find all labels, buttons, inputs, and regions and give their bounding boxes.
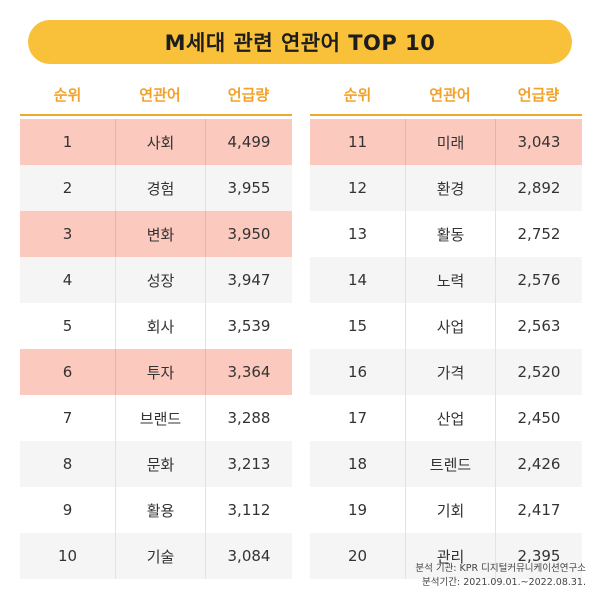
table-row: 16 가격 2,520 [310,349,582,395]
rank-cell: 3 [62,225,73,243]
header-rank: 순위 [53,85,82,104]
rank-cell: 6 [62,363,73,381]
mentions-cell: 2,892 [495,165,582,211]
table-row: 9 활용 3,112 [20,487,292,533]
table-row: 10 기술 3,084 [20,533,292,579]
keyword-cell: 활용 [115,487,205,533]
table-row: 2 경험 3,955 [20,165,292,211]
keyword-cell: 미래 [405,119,495,165]
table-row: 13 활동 2,752 [310,211,582,257]
table-header: 순위 연관어 언급량 [310,74,582,116]
mentions-cell: 3,043 [495,119,582,165]
table-row: 12 환경 2,892 [310,165,582,211]
table-body: 1 사회 4,499 2 경험 3,955 3 변화 3,950 4 성장 3,947 5 회사 3,539… [20,116,292,579]
table-row: 5 회사 3,539 [20,303,292,349]
mentions-cell: 3,955 [205,165,292,211]
keyword-cell: 변화 [115,211,205,257]
keyword-cell: 투자 [115,349,205,395]
table-row: 3 변화 3,950 [20,211,292,257]
mentions-cell: 3,539 [205,303,292,349]
rank-cell: 9 [62,501,73,519]
rank-cell: 14 [347,271,368,289]
keyword-cell: 기회 [405,487,495,533]
keyword-cell: 경험 [115,165,205,211]
mentions-cell: 2,752 [495,211,582,257]
mentions-cell: 2,417 [495,487,582,533]
table-row: 15 사업 2,563 [310,303,582,349]
table-row: 19 기회 2,417 [310,487,582,533]
rank-cell: 7 [62,409,73,427]
ranking-table-right: 순위 연관어 언급량 11 미래 3,043 12 환경 2,892 13 활동 2,752 14… [310,74,582,579]
rank-cell: 17 [347,409,368,427]
keyword-cell: 산업 [405,395,495,441]
rank-cell: 4 [62,271,73,289]
table-row: 11 미래 3,043 [310,119,582,165]
mentions-cell: 2,395 [495,533,582,579]
header-keyword: 연관어 [139,85,181,104]
mentions-cell: 2,563 [495,303,582,349]
table-header: 순위 연관어 언급량 [20,74,292,116]
rank-cell: 11 [347,133,368,151]
header-mentions: 언급량 [227,85,270,104]
keyword-cell: 문화 [115,441,205,487]
mentions-cell: 4,499 [205,119,292,165]
rank-cell: 10 [57,547,78,565]
rank-cell: 5 [62,317,73,335]
table-row: 14 노력 2,576 [310,257,582,303]
mentions-cell: 3,364 [205,349,292,395]
rank-cell: 1 [62,133,73,151]
table-row: 7 브랜드 3,288 [20,395,292,441]
header-rank: 순위 [343,85,372,104]
table-row: 6 투자 3,364 [20,349,292,395]
source-note: 분석 기관: KPR 디지털커뮤니케이션연구소 분석기간: 2021.09.01… [415,562,586,590]
mentions-cell: 2,450 [495,395,582,441]
rank-cell: 20 [347,547,368,565]
analysis-period: 분석기간: 2021.09.01.~2022.08.31. [422,577,586,588]
header-keyword: 연관어 [429,85,471,104]
keyword-cell: 노력 [405,257,495,303]
header-mentions: 언급량 [517,85,560,104]
keyword-cell: 가격 [405,349,495,395]
mentions-cell: 2,426 [495,441,582,487]
rank-cell: 16 [347,363,368,381]
mentions-cell: 2,576 [495,257,582,303]
keyword-cell: 회사 [115,303,205,349]
source-institution: 분석 기관: KPR 디지털커뮤니케이션연구소 [415,563,586,574]
keyword-cell: 기술 [115,533,205,579]
mentions-cell: 3,947 [205,257,292,303]
keyword-cell: 사업 [405,303,495,349]
keyword-cell: 트렌드 [405,441,495,487]
keyword-cell: 사회 [115,119,205,165]
rank-cell: 2 [62,179,73,197]
mentions-cell: 3,950 [205,211,292,257]
keyword-cell: 환경 [405,165,495,211]
mentions-cell: 3,112 [205,487,292,533]
mentions-cell: 3,288 [205,395,292,441]
keyword-cell: 관리 [405,533,495,579]
keyword-cell: 활동 [405,211,495,257]
rank-cell: 19 [347,501,368,519]
table-row: 20 관리 2,395 [310,533,582,579]
rank-cell: 8 [62,455,73,473]
table-body: 11 미래 3,043 12 환경 2,892 13 활동 2,752 14 노력 2,576 15 사업… [310,116,582,579]
keyword-cell: 브랜드 [115,395,205,441]
table-row: 17 산업 2,450 [310,395,582,441]
mentions-cell: 3,084 [205,533,292,579]
mentions-cell: 3,213 [205,441,292,487]
keyword-cell: 성장 [115,257,205,303]
mentions-cell: 2,520 [495,349,582,395]
ranking-table-left: 순위 연관어 언급량 1 사회 4,499 2 경험 3,955 3 변화 3,950 4 성장 3,… [20,74,292,579]
table-row: 18 트렌드 2,426 [310,441,582,487]
table-row: 8 문화 3,213 [20,441,292,487]
table-row: 4 성장 3,947 [20,257,292,303]
rank-cell: 12 [347,179,368,197]
table-row: 1 사회 4,499 [20,119,292,165]
rank-cell: 15 [347,317,368,335]
rank-cell: 13 [347,225,368,243]
page-title: M세대 관련 연관어 TOP 10 [28,20,572,64]
rank-cell: 18 [347,455,368,473]
